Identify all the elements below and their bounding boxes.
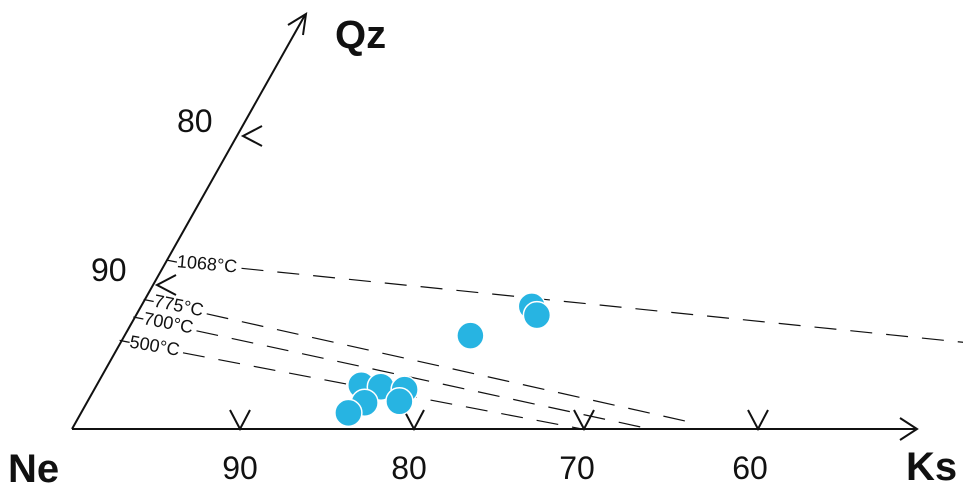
qz-tick-marker-90 [154, 274, 177, 296]
qz-axis-arrowhead [287, 12, 308, 36]
ks-tick-marker-70 [573, 409, 595, 432]
ks-axis-arrowhead [899, 417, 919, 441]
isotherm-line-3 [182, 352, 583, 430]
apex-label-qz: Qz [335, 13, 386, 57]
ks-tick-label-90: 90 [222, 450, 258, 486]
isotherm-line-0 [241, 267, 963, 343]
apex-label-ne: Ne [8, 447, 59, 486]
isotherm-line-1 [206, 313, 689, 423]
data-point-8 [334, 398, 363, 428]
isotherm-lines [119, 259, 963, 430]
data-point-6 [385, 387, 414, 416]
isotherm-label-3: 500°C [128, 332, 181, 360]
isotherm-label-0: 1068°C [176, 251, 238, 276]
isotherm-leader-2 [133, 316, 144, 320]
ks-tick-label-80: 80 [391, 450, 427, 486]
isotherm-leader-3 [119, 339, 130, 344]
apex-label-ks: Ks [906, 445, 957, 486]
data-point-2 [456, 321, 485, 350]
axes [71, 12, 919, 441]
ks-tick-label-60: 60 [732, 450, 768, 486]
qz-tick-label-80: 80 [177, 103, 213, 139]
data-points [334, 292, 552, 428]
qz-axis-line [71, 14, 306, 430]
qz-tick-label-90: 90 [91, 252, 127, 288]
data-point-1 [522, 300, 552, 330]
ks-tick-label-70: 70 [559, 450, 595, 486]
qz-tick-marker-80 [240, 125, 263, 147]
ks-tick-marker-90 [229, 409, 251, 432]
isotherm-leader-1 [143, 298, 154, 303]
ks-tick-marker-80 [403, 409, 425, 432]
ks-tick-marker-60 [747, 409, 769, 432]
isotherm-leader-0 [166, 259, 178, 263]
isotherm-line-2 [196, 330, 651, 430]
